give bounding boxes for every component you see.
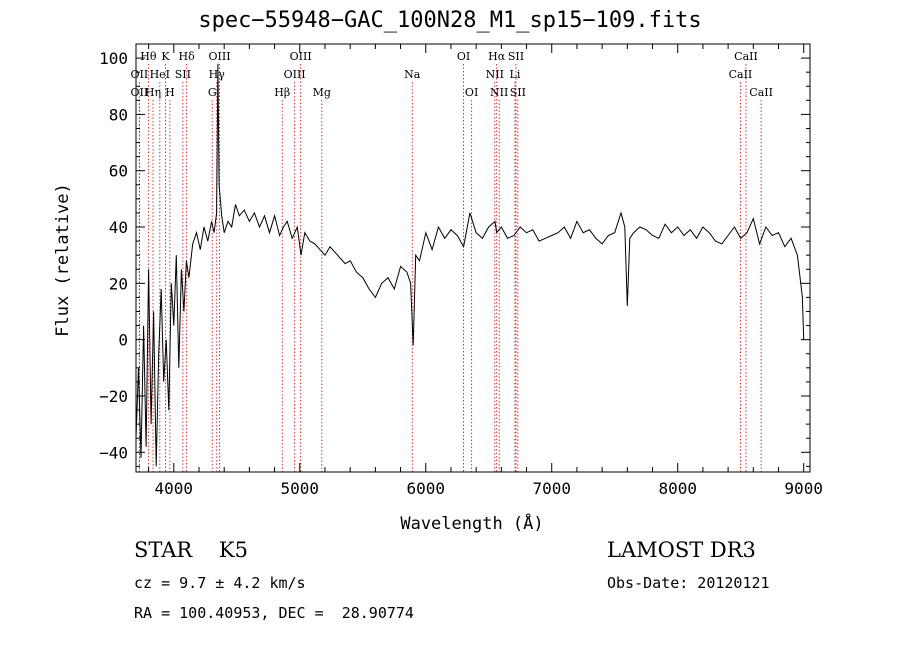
line-marker-label: SII	[510, 86, 526, 99]
x-tick-label: 6000	[406, 479, 445, 498]
line-marker-label: CaII	[749, 86, 773, 99]
x-axis-label: Wavelength (Å)	[400, 512, 543, 534]
line-marker-label: OII	[131, 86, 149, 99]
obs-date: Obs-Date: 20120121	[607, 574, 770, 592]
x-tick-label: 7000	[532, 479, 571, 498]
line-marker-label: OIII	[290, 50, 312, 63]
y-tick-label: −40	[99, 443, 128, 462]
y-tick-label: 40	[109, 218, 128, 237]
y-tick-label: 80	[109, 105, 128, 124]
coordinates-line: RA = 100.40953, DEC = 28.90774	[134, 604, 414, 622]
redshift-line: cz = 9.7 ± 4.2 km/s	[134, 574, 306, 592]
x-tick-label: 4000	[155, 479, 194, 498]
line-marker-label: Hθ	[140, 50, 157, 63]
line-marker-label: Hη	[145, 86, 161, 99]
y-tick-label: 100	[99, 49, 128, 68]
line-marker-label: K	[161, 50, 170, 63]
line-marker-label: Hβ	[274, 86, 290, 99]
line-marker-label: G	[208, 86, 217, 99]
line-marker-label: Li	[510, 68, 521, 81]
x-tick-label: 9000	[784, 479, 823, 498]
series-group	[135, 63, 805, 467]
y-tick-label: 60	[109, 162, 128, 181]
y-tick-label: 20	[109, 274, 128, 293]
line-marker-label: OIII	[284, 68, 306, 81]
chart-title: spec−55948−GAC_100N28_M1_sp15−109.fits	[198, 8, 702, 33]
line-marker-label: Hα	[488, 50, 506, 63]
line-marker-label: CaII	[729, 68, 753, 81]
y-tick-label: −20	[99, 387, 128, 406]
line-marker-label: OII	[131, 68, 149, 81]
object-class: STAR K5	[134, 538, 248, 562]
line-marker-label: SII	[508, 50, 524, 63]
line-marker-label: SII	[175, 68, 191, 81]
x-tick-label: 5000	[281, 479, 320, 498]
line-marker-label: OIII	[208, 50, 230, 63]
line-marker-label: Mg	[313, 86, 331, 99]
series-line-flux	[135, 63, 805, 467]
line-marker-label: OI	[465, 86, 478, 99]
line-marker-label: H	[165, 86, 175, 99]
x-tick-label: 8000	[658, 479, 697, 498]
line-marker-label: NII	[490, 86, 508, 99]
line-marker-label: Hδ	[179, 50, 196, 63]
line-marker-label: CaII	[734, 50, 758, 63]
axis-ticks	[136, 44, 810, 472]
y-tick-label: 0	[118, 331, 128, 350]
line-marker-label: Na	[404, 68, 421, 81]
line-marker-label: OI	[457, 50, 470, 63]
axis-tick-labels: 4000 5000 6000 7000 8000 9000 −40 −20 0 20 40 60 80 1…	[99, 49, 823, 498]
y-axis-label: Flux (relative)	[53, 183, 73, 337]
line-marker-label: NII	[486, 68, 504, 81]
plot-frame	[135, 43, 811, 473]
line-marker-label: Hγ	[209, 68, 226, 81]
survey-name: LAMOST DR3	[607, 538, 756, 562]
line-marker-label: HeI	[150, 68, 170, 81]
